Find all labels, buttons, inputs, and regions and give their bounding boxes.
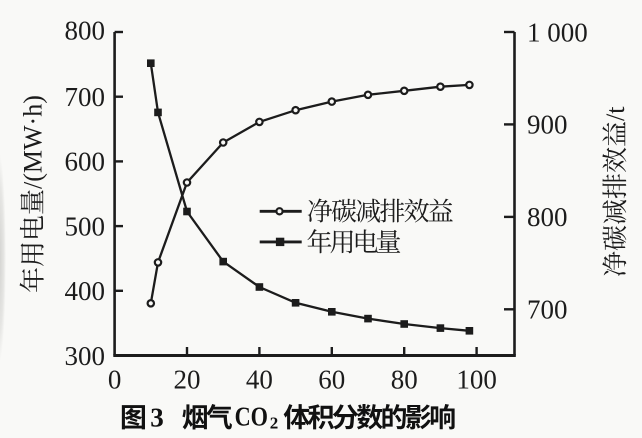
svg-text:60: 60 (318, 365, 345, 395)
svg-text:0: 0 (108, 365, 122, 395)
svg-text:900: 900 (527, 110, 568, 140)
svg-text:300: 300 (65, 341, 106, 371)
svg-text:CO: CO (235, 402, 268, 432)
svg-text:800: 800 (65, 16, 106, 46)
svg-text:20: 20 (174, 365, 201, 395)
svg-text:3: 3 (150, 403, 164, 433)
svg-text:100: 100 (456, 365, 497, 395)
svg-text:/t: /t (601, 106, 630, 121)
svg-text:600: 600 (65, 147, 106, 177)
svg-text:80: 80 (391, 365, 418, 395)
svg-text:700: 700 (65, 82, 106, 112)
svg-text:500: 500 (65, 211, 106, 241)
svg-text:700: 700 (527, 295, 568, 325)
svg-text:/(MW·h): /(MW·h) (19, 95, 48, 189)
svg-text:1 000: 1 000 (527, 17, 588, 47)
svg-text:400: 400 (65, 276, 106, 306)
svg-text:40: 40 (246, 365, 273, 395)
svg-text:800: 800 (527, 202, 568, 232)
svg-text:2: 2 (270, 414, 279, 433)
